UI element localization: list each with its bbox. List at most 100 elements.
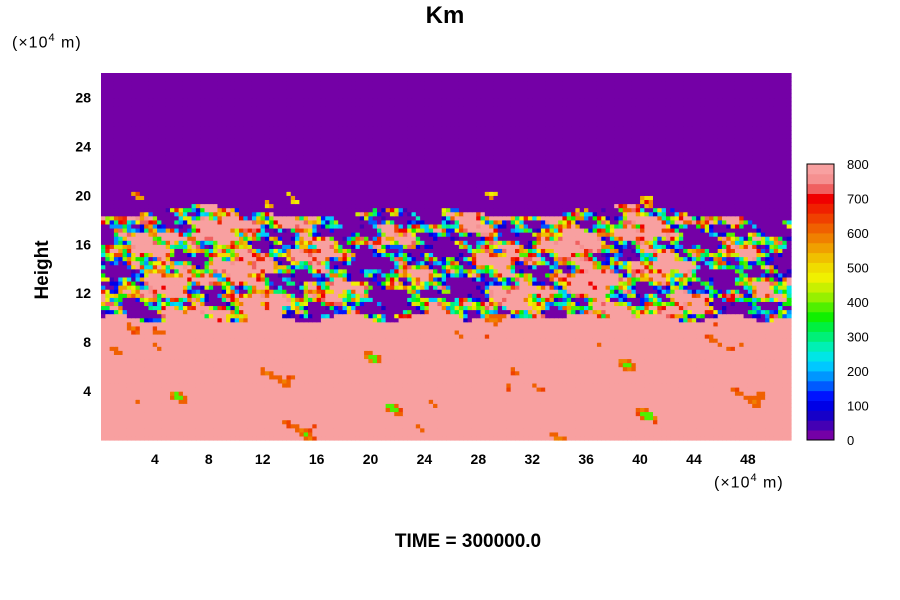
heatmap-cell: [372, 366, 378, 372]
heatmap-cell: [687, 366, 693, 372]
heatmap-cell: [674, 423, 680, 429]
heatmap-cell: [256, 370, 262, 376]
heatmap-cell: [458, 366, 464, 372]
heatmap-cell: [523, 362, 529, 368]
heatmap-cell: [148, 313, 154, 319]
heatmap-cell: [622, 386, 628, 392]
heatmap-cell: [722, 317, 727, 323]
heatmap-cell: [734, 342, 740, 347]
heatmap-cell: [515, 378, 520, 384]
heatmap-cell: [174, 338, 180, 343]
heatmap-cell: [713, 338, 719, 343]
heatmap-cell: [312, 411, 318, 417]
heatmap-cell: [782, 366, 788, 372]
heatmap-cell: [540, 366, 546, 372]
heatmap-cell: [471, 333, 477, 339]
heatmap-cell: [277, 338, 283, 343]
heatmap-cell: [566, 391, 572, 396]
heatmap-cell: [450, 338, 456, 343]
heatmap-cell: [381, 415, 387, 421]
heatmap-cell: [213, 342, 219, 347]
heatmap-cell: [342, 338, 348, 343]
heatmap-cell: [640, 350, 645, 355]
heatmap-cell: [743, 374, 749, 380]
heatmap-cell: [152, 313, 158, 319]
heatmap-cell: [187, 407, 193, 413]
heatmap-cell: [286, 342, 292, 347]
heatmap-cell: [480, 431, 486, 437]
heatmap-cell: [286, 358, 292, 364]
heatmap-cell: [523, 395, 529, 400]
heatmap-cell: [605, 435, 611, 441]
heatmap-cell: [609, 419, 615, 425]
heatmap-cell: [458, 415, 464, 421]
heatmap-cell: [515, 354, 520, 360]
heatmap-cell: [596, 386, 602, 392]
heatmap-cell: [584, 423, 589, 429]
heatmap-cell: [208, 358, 214, 364]
heatmap-cell: [152, 395, 158, 400]
heatmap-cell: [553, 329, 559, 335]
heatmap-cell: [135, 370, 141, 376]
heatmap-cell: [786, 435, 792, 441]
heatmap-cell: [135, 374, 141, 380]
heatmap-cell: [536, 333, 542, 339]
heatmap-cell: [722, 395, 727, 400]
heatmap-cell: [264, 342, 270, 347]
heatmap-cell: [683, 395, 689, 400]
heatmap-cell: [113, 423, 119, 429]
heatmap-cell: [204, 329, 210, 335]
heatmap-cell: [182, 346, 188, 351]
heatmap-cell: [635, 333, 641, 339]
heatmap-cell: [536, 350, 542, 355]
heatmap-cell: [575, 423, 581, 429]
heatmap-cell: [575, 395, 581, 400]
heatmap-cell: [463, 391, 469, 396]
heatmap-cell: [299, 342, 305, 347]
heatmap-cell: [152, 329, 158, 335]
heatmap-cell: [631, 378, 637, 384]
heatmap-cell: [105, 370, 111, 376]
heatmap-cell: [450, 325, 456, 331]
heatmap-cell: [355, 391, 361, 396]
heatmap-cell: [364, 329, 369, 335]
heatmap-cell: [364, 399, 369, 404]
heatmap-cell: [424, 411, 430, 417]
heatmap-cell: [200, 333, 206, 339]
heatmap-cell: [579, 366, 585, 372]
heatmap-cell: [683, 350, 689, 355]
heatmap-cell: [747, 321, 753, 327]
heatmap-cell: [575, 338, 581, 343]
heatmap-cell: [769, 329, 775, 335]
heatmap-cell: [402, 362, 408, 368]
heatmap-cell: [506, 403, 512, 408]
heatmap-cell: [234, 342, 240, 347]
heatmap-cell: [351, 431, 357, 437]
heatmap-cell: [446, 366, 451, 372]
heatmap-cell: [700, 382, 706, 388]
heatmap-cell: [519, 391, 525, 396]
heatmap-cell: [653, 338, 658, 343]
heatmap-cell: [640, 391, 645, 396]
heatmap-cell: [424, 342, 430, 347]
heatmap-cell: [368, 395, 374, 400]
heatmap-cell: [747, 378, 753, 384]
heatmap-cell: [463, 370, 469, 376]
heatmap-cell: [144, 321, 150, 327]
heatmap-cell: [182, 358, 188, 364]
heatmap-cell: [471, 325, 477, 331]
heatmap-cell: [428, 423, 434, 429]
heatmap-cell: [415, 325, 421, 331]
heatmap-cell: [540, 423, 546, 429]
heatmap-cell: [510, 386, 516, 392]
heatmap-cell: [471, 386, 477, 392]
heatmap-cell: [415, 378, 421, 384]
heatmap-cell: [217, 329, 223, 335]
heatmap-cell: [144, 346, 150, 351]
heatmap-cell: [178, 423, 184, 429]
heatmap-cell: [148, 386, 154, 392]
heatmap-cell: [152, 427, 158, 433]
heatmap-cell: [407, 423, 413, 429]
heatmap-cell: [251, 419, 257, 425]
heatmap-cell: [765, 391, 771, 396]
